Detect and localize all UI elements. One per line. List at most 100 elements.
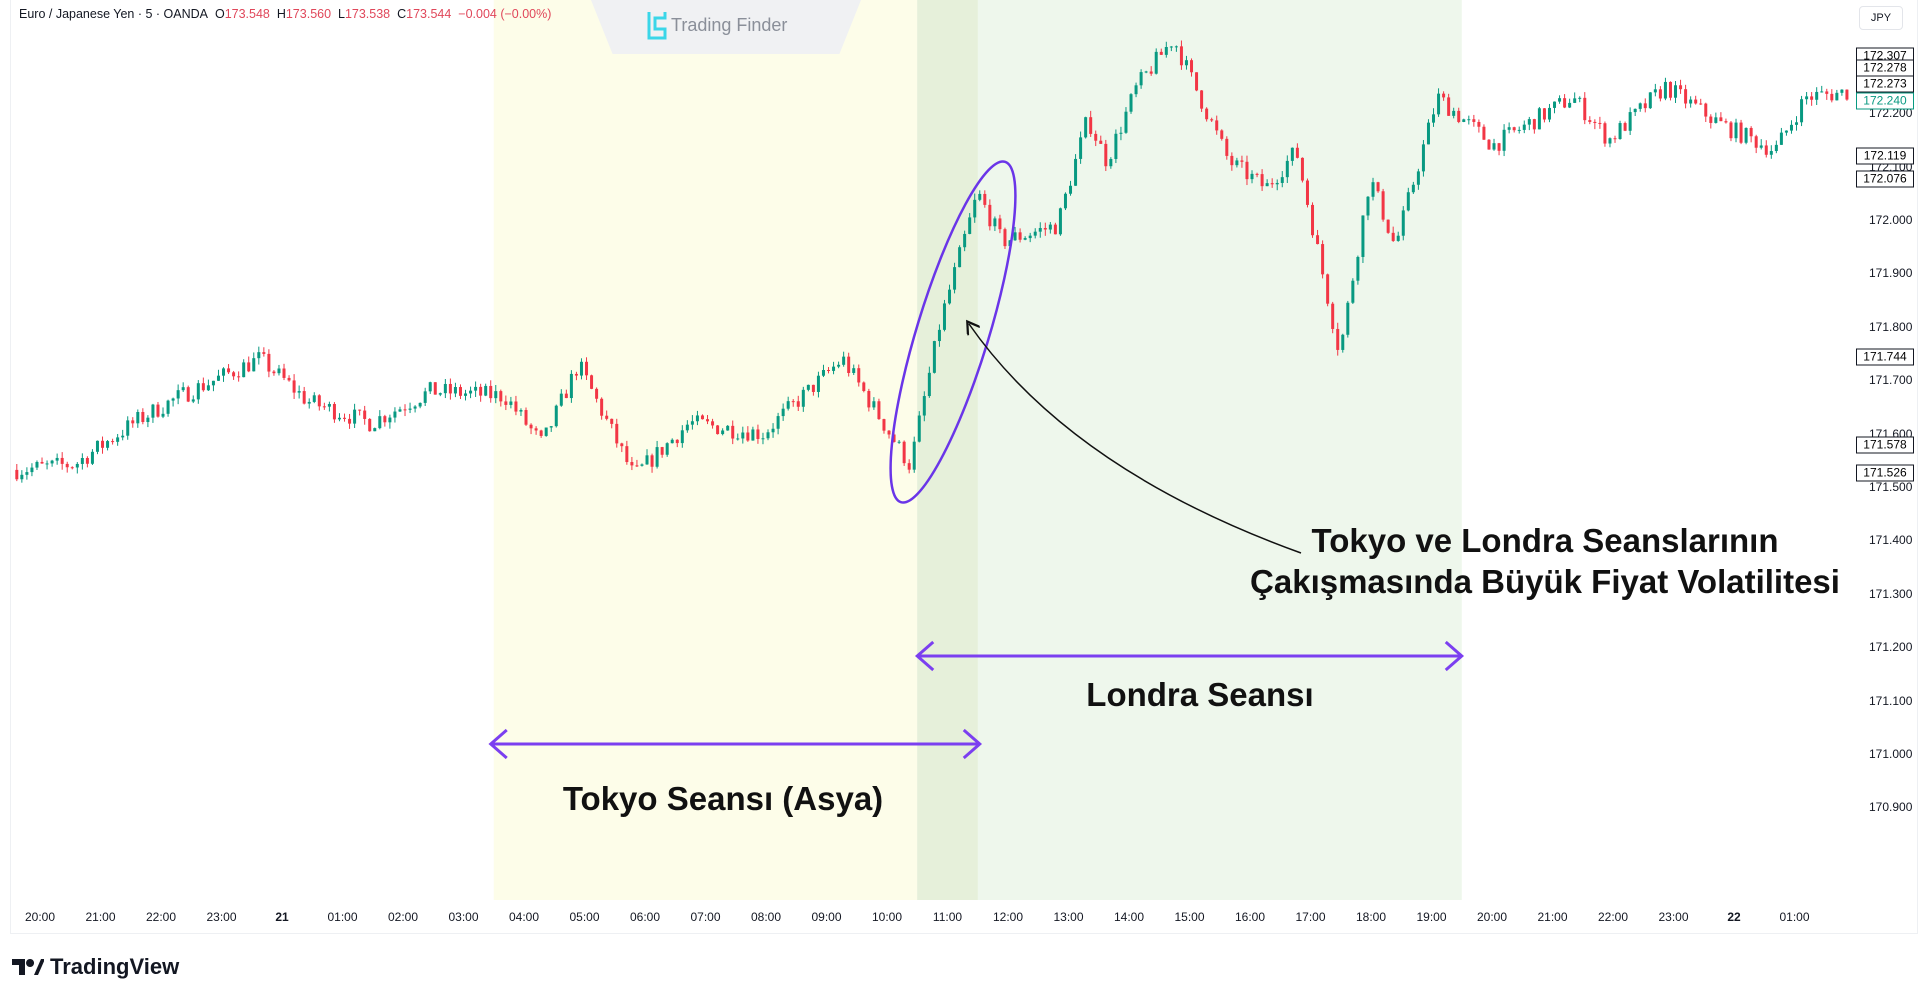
candle-body — [569, 373, 573, 399]
candle-body — [1038, 227, 1042, 232]
candle-body — [620, 443, 624, 447]
candle-body — [1119, 132, 1123, 134]
candle-body — [1386, 219, 1390, 233]
candle-body — [25, 472, 29, 475]
candle-body — [166, 400, 170, 414]
candle-body — [832, 366, 836, 371]
candle-body — [711, 421, 715, 426]
time-tick: 16:00 — [1234, 910, 1266, 924]
candle-body — [1840, 89, 1844, 93]
candle-body — [539, 430, 543, 436]
candle-body — [544, 427, 548, 436]
price-tick: 171.000 — [1869, 747, 1913, 761]
candle-body — [40, 461, 44, 464]
symbol-name[interactable]: Euro / Japanese Yen · 5 · OANDA — [19, 7, 208, 21]
price-level-label[interactable]: 172.273 — [1856, 75, 1914, 93]
candle-body — [1154, 51, 1158, 74]
candle-body — [489, 385, 493, 399]
candle-body — [1048, 224, 1052, 230]
currency-button[interactable]: JPY — [1859, 6, 1903, 30]
price-level-label[interactable]: 171.578 — [1856, 436, 1914, 454]
candle-body — [1825, 91, 1829, 94]
candle-body — [222, 368, 226, 376]
time-tick: 02:00 — [387, 910, 419, 924]
candle-body — [585, 361, 589, 376]
price-level-label[interactable]: 171.744 — [1856, 348, 1914, 366]
time-tick: 13:00 — [1053, 910, 1084, 924]
time-tick: 21 — [275, 910, 289, 924]
time-tick: 17:00 — [1295, 910, 1326, 924]
candle-body — [292, 380, 296, 393]
candle-body — [126, 420, 130, 436]
candle-body — [1487, 139, 1491, 150]
price-tick: 171.900 — [1869, 266, 1913, 281]
candle-body — [469, 390, 473, 394]
candle-body — [1638, 103, 1642, 109]
candle-body — [1265, 183, 1269, 187]
price-level-label[interactable]: 171.526 — [1856, 464, 1914, 482]
candle-body — [1537, 108, 1541, 130]
price-level-label[interactable]: 172.278 — [1856, 59, 1914, 77]
candle-body — [615, 423, 619, 444]
candle-body — [448, 383, 452, 394]
candle-body — [1311, 204, 1315, 236]
candle-body — [857, 368, 861, 383]
candle-body — [635, 465, 639, 467]
candle-body — [211, 380, 215, 386]
candle-body — [963, 233, 967, 248]
candle-body — [1603, 123, 1607, 144]
candle-body — [65, 463, 69, 468]
candle-body — [353, 409, 357, 424]
candle-body — [534, 428, 538, 431]
candle-body — [287, 377, 291, 381]
candle-body — [423, 391, 427, 403]
candle-body — [927, 372, 931, 397]
candle-body — [70, 467, 74, 469]
price-chart[interactable] — [11, 0, 1918, 934]
candle-body — [55, 457, 59, 461]
price-level-label[interactable]: 172.119 — [1856, 147, 1914, 165]
time-tick: 05:00 — [569, 910, 600, 924]
candle-body — [327, 403, 331, 407]
tradingview-logo[interactable]: TradingView — [12, 954, 179, 980]
time-tick: 22:00 — [145, 910, 177, 924]
candle-body — [1522, 124, 1526, 130]
annotation-line-2: Çakışmasında Büyük Fiyat Volatilitesi — [1250, 563, 1840, 600]
candle-body — [1003, 229, 1007, 247]
candle-body — [549, 426, 553, 428]
candle-body — [1028, 235, 1032, 239]
chart-pane[interactable]: Euro / Japanese Yen · 5 · OANDA O173.548… — [10, 0, 1918, 934]
price-level-label[interactable]: 172.240 — [1856, 92, 1914, 110]
candle-body — [1336, 328, 1340, 350]
london-session-zone — [917, 0, 1462, 900]
open-label: O — [214, 7, 225, 21]
candle-body — [837, 364, 841, 367]
time-tick: 19:00 — [1416, 910, 1447, 924]
candle-body — [1169, 46, 1173, 48]
candle-body — [1674, 85, 1678, 98]
candle-body — [257, 352, 261, 359]
candle-body — [1598, 122, 1602, 124]
watermark-text: Trading Finder — [671, 15, 788, 35]
candle-body — [1437, 93, 1441, 115]
candle-body — [1058, 208, 1062, 235]
candle-body — [1341, 334, 1345, 350]
candle-body — [1684, 89, 1688, 104]
candle-body — [554, 405, 558, 427]
london-range-arrow-right-head — [1444, 640, 1465, 672]
time-tick: 18:00 — [1355, 910, 1387, 924]
candle-body — [312, 395, 316, 402]
candle-body — [317, 395, 321, 407]
price-level-label[interactable]: 172.076 — [1856, 170, 1914, 188]
candle-body — [907, 463, 911, 470]
candle-body — [1477, 121, 1481, 127]
candle-body — [902, 441, 906, 464]
tokyo-session-label: Tokyo Seansı (Asya) — [562, 780, 884, 817]
candle-body — [806, 384, 810, 390]
candle-body — [847, 356, 851, 373]
candle-body — [877, 401, 881, 420]
price-tick: 171.200 — [1869, 640, 1913, 655]
time-tick: 22:00 — [1597, 910, 1629, 924]
candle-body — [1482, 126, 1486, 140]
close-label: C — [397, 7, 407, 21]
